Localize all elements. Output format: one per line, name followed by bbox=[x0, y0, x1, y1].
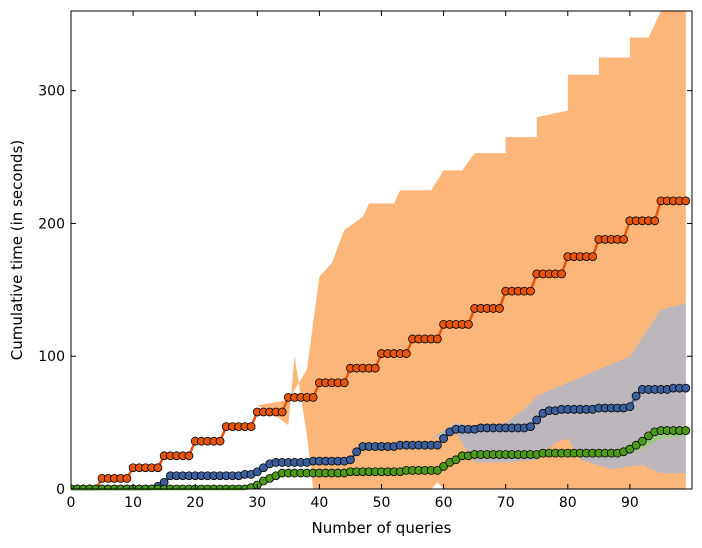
data-point bbox=[277, 407, 287, 417]
data-point bbox=[439, 434, 449, 443]
data-point bbox=[557, 269, 566, 279]
x-tick-label: 30 bbox=[248, 495, 266, 511]
x-tick-label: 60 bbox=[435, 495, 453, 511]
y-tick-label: 200 bbox=[38, 216, 65, 232]
x-tick-label: 90 bbox=[621, 495, 639, 511]
x-tick-label: 40 bbox=[310, 495, 328, 511]
y-tick-label: 100 bbox=[38, 349, 65, 365]
data-point bbox=[637, 436, 647, 446]
data-point bbox=[432, 466, 442, 475]
x-axis-label: Number of queries bbox=[312, 519, 452, 537]
data-point bbox=[153, 463, 163, 473]
data-point bbox=[401, 349, 411, 358]
data-point bbox=[122, 473, 132, 483]
data-point bbox=[681, 426, 691, 435]
data-point bbox=[681, 196, 691, 206]
x-tick-label: 10 bbox=[124, 495, 142, 511]
x-tick-label: 20 bbox=[186, 495, 204, 511]
data-point bbox=[625, 402, 635, 412]
data-point bbox=[650, 216, 660, 226]
data-point bbox=[451, 455, 461, 465]
data-point bbox=[215, 436, 225, 446]
data-point bbox=[619, 234, 629, 244]
y-axis-label: Cumulative time (in seconds) bbox=[8, 140, 26, 361]
data-point bbox=[495, 304, 504, 313]
data-point bbox=[184, 451, 194, 461]
data-point bbox=[252, 467, 262, 477]
axis-ticks: 0 10 20 30 40 50 60 70 80 90 0 100 200 300 bbox=[38, 11, 692, 511]
data-point bbox=[588, 252, 598, 262]
data-point bbox=[259, 463, 268, 473]
data-point bbox=[526, 286, 535, 296]
data-point bbox=[625, 444, 635, 454]
series-markers bbox=[71, 196, 691, 489]
y-tick-label: 300 bbox=[38, 84, 65, 100]
y-tick-label: 0 bbox=[56, 482, 65, 498]
data-point bbox=[681, 383, 691, 393]
x-tick-label: 50 bbox=[373, 495, 391, 511]
data-point bbox=[370, 363, 380, 373]
data-point bbox=[532, 415, 542, 425]
data-point bbox=[339, 378, 349, 388]
data-point bbox=[346, 455, 355, 465]
data-point bbox=[308, 392, 318, 402]
data-point bbox=[352, 447, 362, 457]
data-point bbox=[246, 422, 256, 431]
x-tick-label: 80 bbox=[559, 495, 577, 511]
data-point bbox=[631, 440, 641, 450]
data-point bbox=[631, 391, 641, 401]
data-point bbox=[439, 462, 449, 471]
data-point bbox=[526, 422, 535, 431]
data-point bbox=[432, 440, 442, 450]
data-point bbox=[432, 334, 442, 344]
x-tick-label: 70 bbox=[497, 495, 515, 511]
data-point bbox=[464, 319, 473, 329]
data-point bbox=[644, 431, 653, 441]
x-tick-label: 0 bbox=[67, 495, 76, 511]
confidence-bands bbox=[257, 11, 686, 489]
